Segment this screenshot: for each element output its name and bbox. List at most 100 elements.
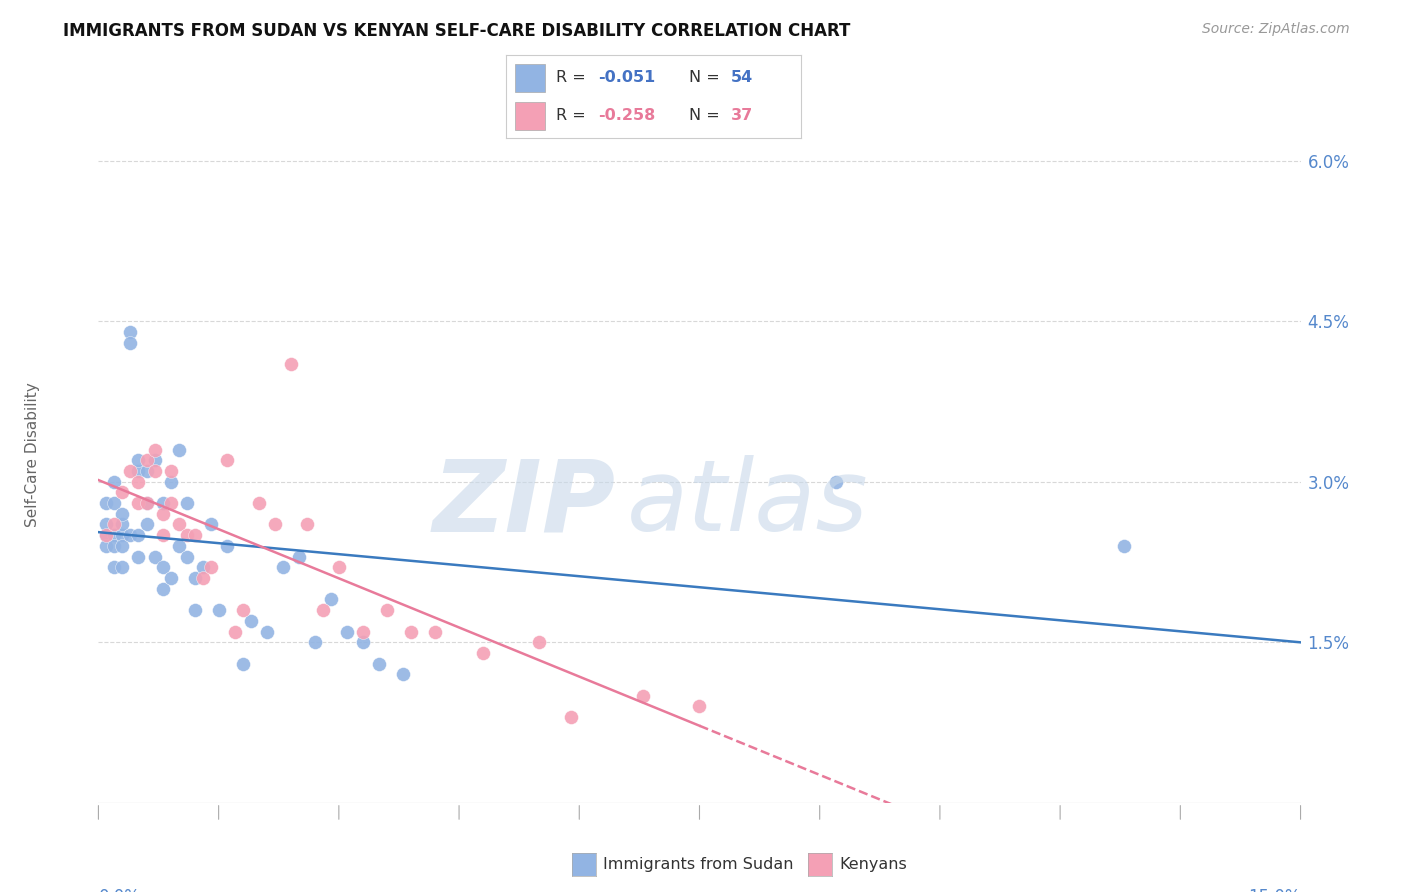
Point	[111, 539, 134, 553]
Point	[111, 517, 134, 532]
Text: Self-Care Disability: Self-Care Disability	[25, 383, 39, 527]
Point	[183, 603, 205, 617]
Point	[111, 560, 134, 574]
Point	[128, 496, 150, 510]
Point	[143, 464, 166, 478]
Text: N =: N =	[689, 70, 725, 86]
Point	[120, 325, 142, 339]
Point	[120, 464, 142, 478]
Point	[256, 624, 278, 639]
Text: atlas: atlas	[627, 455, 869, 552]
Point	[295, 517, 318, 532]
Point	[120, 335, 142, 350]
Point	[263, 517, 285, 532]
Point	[135, 517, 157, 532]
Point	[96, 496, 118, 510]
Point	[167, 517, 190, 532]
Point	[215, 453, 238, 467]
Point	[224, 624, 246, 639]
Point	[352, 624, 374, 639]
Text: Immigrants from Sudan: Immigrants from Sudan	[603, 857, 793, 871]
Text: R =: R =	[557, 70, 592, 86]
Point	[352, 635, 374, 649]
Text: ZIP: ZIP	[432, 455, 616, 552]
Point	[143, 549, 166, 564]
Point	[208, 603, 231, 617]
Point	[280, 357, 302, 371]
Text: IMMIGRANTS FROM SUDAN VS KENYAN SELF-CARE DISABILITY CORRELATION CHART: IMMIGRANTS FROM SUDAN VS KENYAN SELF-CAR…	[63, 22, 851, 40]
Point	[200, 517, 222, 532]
Point	[152, 528, 174, 542]
Point	[288, 549, 311, 564]
Point	[304, 635, 326, 649]
Point	[103, 517, 125, 532]
Point	[560, 710, 582, 724]
Point	[176, 549, 198, 564]
Point	[167, 442, 190, 457]
Point	[135, 496, 157, 510]
Point	[128, 453, 150, 467]
Point	[159, 571, 181, 585]
Point	[128, 475, 150, 489]
Point	[120, 528, 142, 542]
Point	[232, 657, 254, 671]
Point	[191, 560, 214, 574]
Point	[128, 464, 150, 478]
Point	[152, 507, 174, 521]
Point	[319, 592, 342, 607]
Point	[399, 624, 422, 639]
Point	[423, 624, 446, 639]
Point	[96, 528, 118, 542]
Point	[689, 699, 711, 714]
Point	[96, 539, 118, 553]
Point	[103, 496, 125, 510]
Point	[167, 539, 190, 553]
Point	[1114, 539, 1136, 553]
Point	[152, 582, 174, 596]
Point	[128, 528, 150, 542]
Point	[336, 624, 359, 639]
Point	[239, 614, 262, 628]
Text: -0.258: -0.258	[598, 108, 655, 123]
Point	[111, 485, 134, 500]
Point	[232, 603, 254, 617]
Point	[392, 667, 415, 681]
Text: R =: R =	[557, 108, 592, 123]
Point	[96, 517, 118, 532]
Point	[328, 560, 350, 574]
Point	[152, 496, 174, 510]
Text: N =: N =	[689, 108, 725, 123]
Text: -0.051: -0.051	[598, 70, 655, 86]
Point	[111, 507, 134, 521]
Point	[529, 635, 551, 649]
Point	[176, 528, 198, 542]
Bar	[515, 63, 544, 92]
Point	[183, 571, 205, 585]
Point	[472, 646, 495, 660]
Point	[183, 528, 205, 542]
Point	[200, 560, 222, 574]
Point	[96, 528, 118, 542]
Bar	[515, 102, 544, 130]
Text: 15.0%: 15.0%	[1249, 888, 1301, 892]
Point	[633, 689, 655, 703]
Point	[176, 496, 198, 510]
Text: Source: ZipAtlas.com: Source: ZipAtlas.com	[1202, 22, 1350, 37]
Point	[103, 528, 125, 542]
Point	[128, 549, 150, 564]
Point	[159, 496, 181, 510]
Point	[135, 496, 157, 510]
Point	[103, 560, 125, 574]
Point	[143, 442, 166, 457]
Point	[135, 464, 157, 478]
Point	[247, 496, 270, 510]
Point	[159, 475, 181, 489]
Point	[824, 475, 846, 489]
Point	[111, 528, 134, 542]
Point	[271, 560, 294, 574]
Point	[152, 560, 174, 574]
Point	[375, 603, 398, 617]
Point	[368, 657, 391, 671]
Text: 54: 54	[731, 70, 752, 86]
Point	[312, 603, 335, 617]
